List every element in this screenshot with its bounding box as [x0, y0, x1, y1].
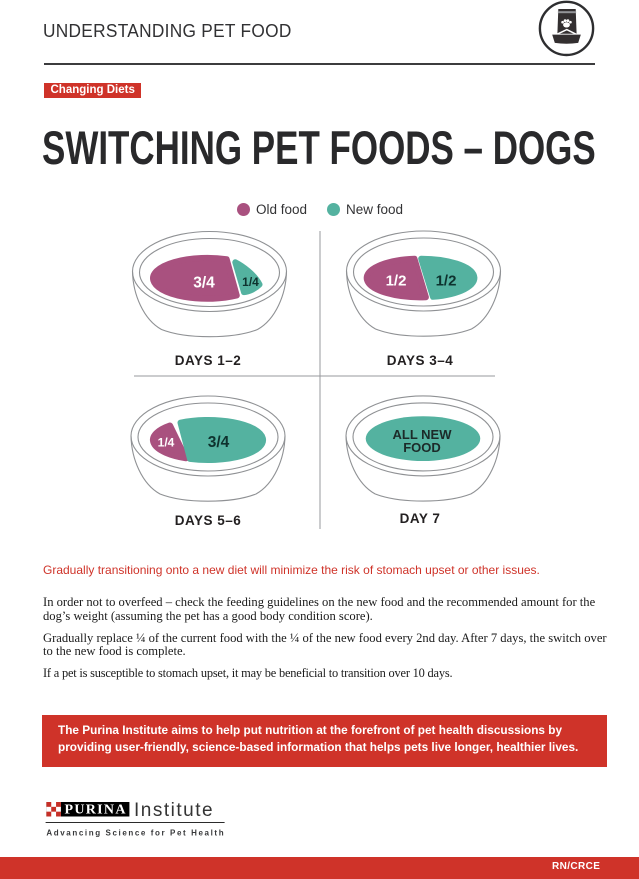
svg-text:1/2: 1/2	[386, 273, 407, 290]
svg-text:Advancing Science for Pet Heal: Advancing Science for Pet Health	[46, 829, 225, 838]
svg-text:3/4: 3/4	[208, 434, 230, 451]
svg-text:DAY 7: DAY 7	[400, 511, 441, 526]
svg-text:DAYS 5–6: DAYS 5–6	[175, 513, 242, 528]
svg-text:1/4: 1/4	[242, 275, 259, 289]
svg-text:FOOD: FOOD	[403, 440, 441, 455]
svg-text:3/4: 3/4	[193, 274, 215, 291]
svg-text:Institute: Institute	[134, 800, 214, 821]
svg-text:ALL NEW: ALL NEW	[393, 427, 453, 442]
svg-text:PURINA: PURINA	[65, 802, 127, 817]
svg-text:1/2: 1/2	[436, 273, 457, 290]
svg-text:DAYS 3–4: DAYS 3–4	[387, 353, 454, 368]
svg-text:DAYS 1–2: DAYS 1–2	[175, 353, 242, 368]
svg-text:1/4: 1/4	[158, 436, 175, 450]
